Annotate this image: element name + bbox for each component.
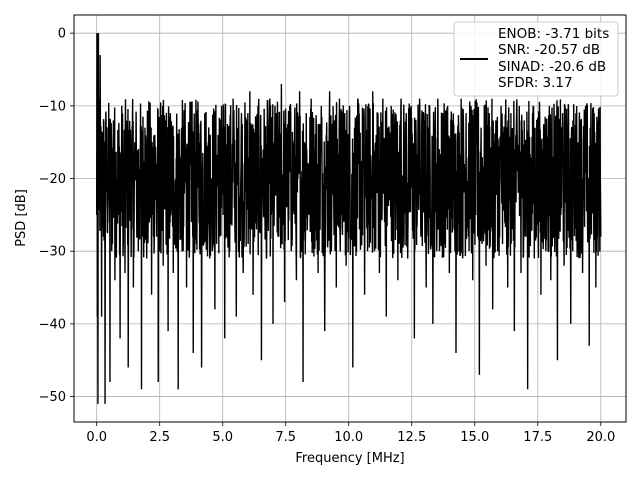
y-axis-label: PSD [dB]: [14, 189, 29, 247]
y-tick-label: −10: [39, 99, 66, 114]
x-axis-ticks: 0.0 2.5 5.0 7.5 10.0 12.5 15.0 17.5 20.0: [86, 422, 615, 445]
x-tick-label: 17.5: [523, 430, 552, 445]
x-tick-label: 15.0: [460, 430, 489, 445]
psd-series-line: [95, 33, 602, 404]
legend: ENOB: -3.71 bits SNR: -20.57 dB SINAD: -…: [453, 21, 619, 97]
y-axis-ticks: 0 −10 −20 −30 −40 −50: [39, 27, 74, 405]
legend-sinad: SINAD: -20.6 dB: [498, 59, 606, 75]
y-tick-label: −30: [39, 245, 66, 260]
y-tick-label: 0: [58, 27, 66, 42]
y-tick-label: −20: [39, 172, 66, 187]
x-tick-label: 0.0: [86, 430, 107, 445]
x-tick-label: 2.5: [149, 430, 170, 445]
legend-snr: SNR: -20.57 dB: [498, 42, 600, 58]
plot-area: [95, 33, 602, 404]
legend-sfdr: SFDR: 3.17: [498, 75, 573, 91]
plot-frame: [73, 14, 627, 423]
x-tick-label: 20.0: [586, 430, 615, 445]
x-tick-label: 7.5: [275, 430, 296, 445]
y-tick-label: −50: [39, 390, 66, 405]
legend-enob: ENOB: -3.71 bits: [498, 26, 609, 42]
y-tick-label: −40: [39, 317, 66, 332]
x-tick-label: 5.0: [212, 430, 233, 445]
x-tick-label: 10.0: [334, 430, 363, 445]
x-tick-label: 12.5: [397, 430, 426, 445]
x-axis-label: Frequency [MHz]: [295, 451, 404, 466]
legend-box: [453, 21, 619, 97]
